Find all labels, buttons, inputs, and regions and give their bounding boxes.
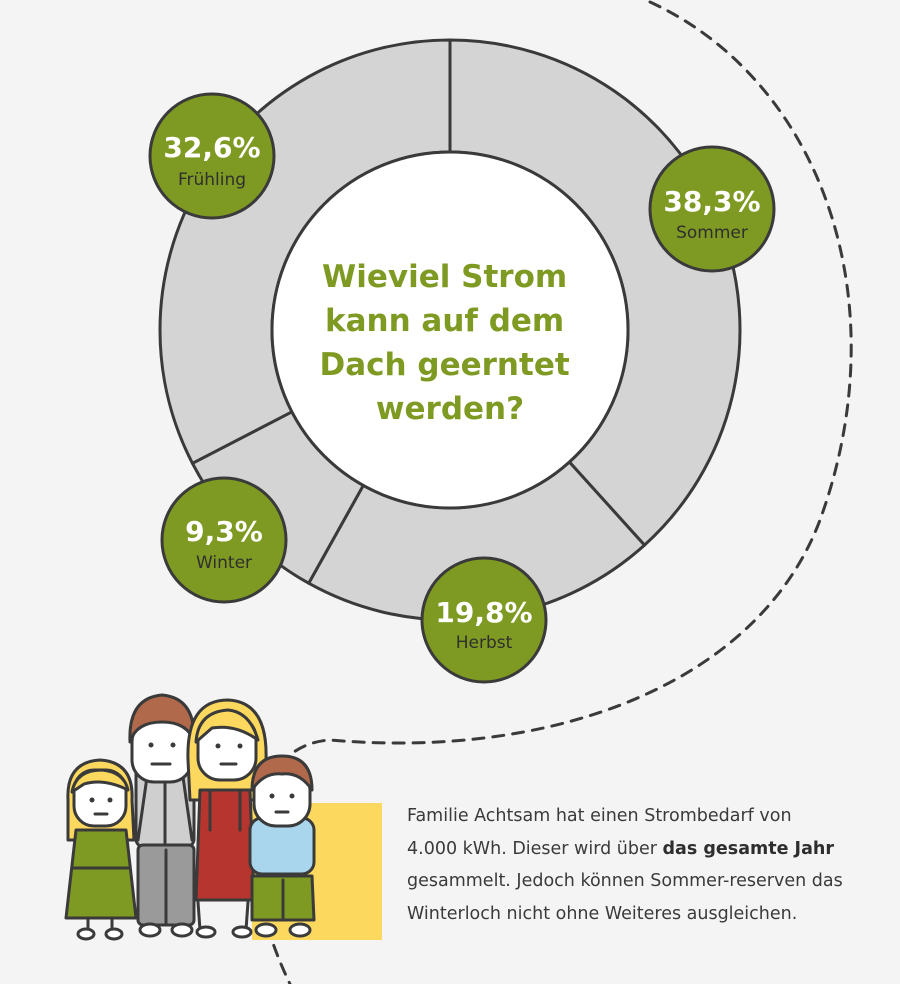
donut-center [270,150,630,510]
family-illustration [64,693,316,941]
chart-title-line: Dach geerntet [320,347,570,383]
mother-figure [186,698,270,939]
data-label-winter: 9,3% Winter [160,476,288,604]
description-part2: gesammelt. Jedoch können Sommer-reserven… [407,871,843,924]
data-label-season: Winter [196,553,252,573]
description-bold: das gesamte Jahr [662,838,834,859]
chart-title-line: kann auf dem [325,303,564,339]
data-label-sommer: 38,3% Sommer [648,145,776,273]
boy-figure [248,754,316,938]
donut-chart [158,38,742,622]
description-text: Familie Achtsam hat einen Strombedarf vo… [407,800,847,930]
data-label-herbst: 19,8% Herbst [420,556,548,684]
data-label-season: Herbst [456,633,513,653]
data-label-value: 9,3% [185,515,263,548]
chart-title: Wieviel Strom kann auf dem Dach geerntet… [320,259,581,427]
data-label-season: Sommer [676,223,748,243]
chart-title-line: werden? [376,391,524,427]
father-figure [128,693,196,938]
girl-figure [64,758,138,941]
data-label-season: Frühling [178,170,246,190]
data-label-value: 38,3% [663,185,760,218]
data-label-value: 19,8% [435,596,532,629]
chart-title-line: Wieviel Strom [322,259,567,295]
description-part1: Familie Achtsam hat einen Strombedarf vo… [407,806,792,859]
data-label-value: 32,6% [163,131,260,164]
data-label-fruehling: 32,6% Frühling [148,92,276,220]
